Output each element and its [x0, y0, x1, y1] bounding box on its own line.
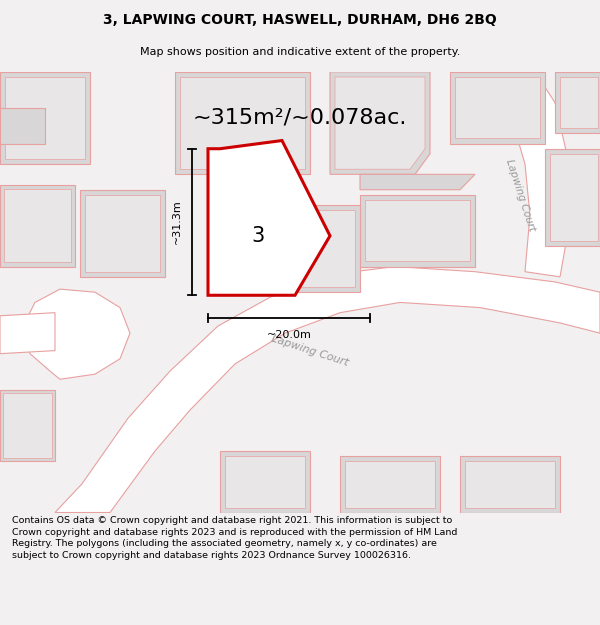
Polygon shape — [560, 77, 598, 128]
Polygon shape — [360, 174, 475, 190]
Polygon shape — [450, 72, 545, 144]
Polygon shape — [85, 195, 160, 272]
Polygon shape — [3, 392, 52, 458]
Text: ~315m²/~0.078ac.: ~315m²/~0.078ac. — [193, 108, 407, 128]
Polygon shape — [208, 141, 330, 295]
Polygon shape — [5, 77, 85, 159]
Text: 3, LAPWING COURT, HASWELL, DURHAM, DH6 2BQ: 3, LAPWING COURT, HASWELL, DURHAM, DH6 2… — [103, 13, 497, 27]
Text: Lapwing Court: Lapwing Court — [270, 333, 350, 367]
Polygon shape — [0, 184, 75, 267]
Polygon shape — [345, 461, 435, 508]
Polygon shape — [490, 72, 570, 277]
Polygon shape — [335, 77, 425, 169]
Text: Map shows position and indicative extent of the property.: Map shows position and indicative extent… — [140, 47, 460, 57]
Text: Contains OS data © Crown copyright and database right 2021. This information is : Contains OS data © Crown copyright and d… — [12, 516, 457, 560]
Text: 3: 3 — [251, 226, 265, 246]
Polygon shape — [295, 205, 360, 292]
Polygon shape — [0, 312, 55, 354]
Polygon shape — [300, 210, 355, 287]
Polygon shape — [340, 456, 440, 512]
Polygon shape — [550, 154, 598, 241]
Text: Lapwing Court: Lapwing Court — [503, 158, 536, 232]
Polygon shape — [22, 289, 130, 379]
Polygon shape — [360, 195, 475, 267]
Polygon shape — [55, 267, 600, 512]
Text: ~20.0m: ~20.0m — [266, 330, 311, 340]
Polygon shape — [220, 451, 310, 512]
Polygon shape — [180, 77, 305, 169]
Polygon shape — [0, 389, 55, 461]
Polygon shape — [0, 72, 90, 164]
Polygon shape — [365, 200, 470, 261]
Polygon shape — [465, 461, 555, 508]
Polygon shape — [175, 72, 310, 174]
Polygon shape — [545, 149, 600, 246]
Polygon shape — [460, 456, 560, 512]
Text: ~31.3m: ~31.3m — [172, 199, 182, 244]
Polygon shape — [80, 190, 165, 277]
Polygon shape — [4, 189, 71, 262]
Polygon shape — [330, 72, 430, 174]
Polygon shape — [455, 77, 540, 139]
Polygon shape — [225, 456, 305, 508]
Polygon shape — [0, 107, 45, 144]
Polygon shape — [555, 72, 600, 133]
